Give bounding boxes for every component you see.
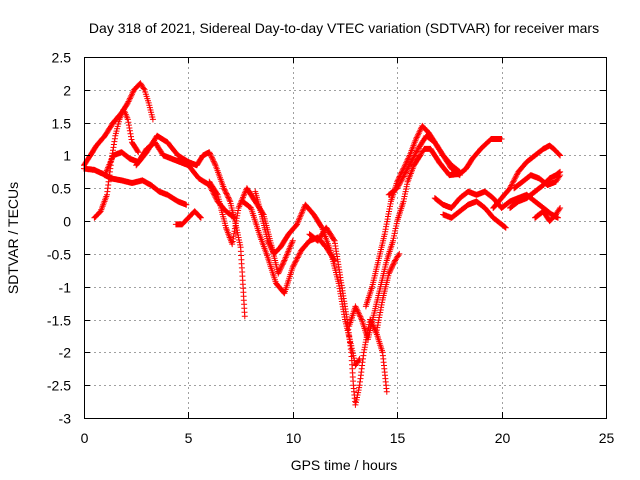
series-arc-15 — [431, 188, 561, 221]
y-tick-label: 1.5 — [52, 116, 72, 132]
y-tick-label: -1 — [59, 280, 72, 296]
series-arc-6 — [172, 208, 204, 228]
chart-title: Day 318 of 2021, Sidereal Day-to-day VTE… — [89, 20, 599, 36]
y-tick-labels: 2.5 2 1.5 1 0.5 0 -0.5 -1 -1.5 -2 -2.5 -3 — [47, 50, 71, 427]
axis-ticks — [84, 57, 607, 419]
x-tick-label: 5 — [185, 430, 193, 446]
data-point-marks — [507, 168, 564, 211]
y-tick-label: 0.5 — [52, 181, 72, 197]
x-tick-label: 10 — [286, 430, 302, 446]
y-tick-label: 0 — [63, 214, 71, 230]
y-tick-label: 1 — [63, 148, 71, 164]
data-point-marks — [385, 132, 463, 198]
series-arc-19 — [507, 168, 564, 211]
x-tick-label: 15 — [390, 430, 406, 446]
y-tick-label: 2 — [63, 83, 71, 99]
y-tick-label: -2.5 — [47, 378, 71, 394]
series-arc-17 — [490, 142, 564, 211]
series-arc-8 — [239, 198, 338, 297]
data-point-marks — [346, 136, 505, 343]
data-points — [81, 80, 564, 408]
y-tick-label: 2.5 — [52, 50, 72, 66]
x-tick-label: 25 — [599, 430, 615, 446]
data-point-marks — [172, 208, 204, 228]
data-point-marks — [532, 205, 564, 225]
data-point-marks — [431, 188, 561, 221]
series-arc-16 — [440, 198, 509, 231]
plot-frame — [84, 57, 607, 419]
data-point-marks — [373, 250, 403, 336]
y-axis-label: SDTVAR / TECUs — [5, 182, 21, 294]
data-point-marks — [490, 142, 564, 211]
y-tick-label: -1.5 — [47, 313, 71, 329]
x-axis-label: GPS time / hours — [291, 457, 398, 473]
x-tick-label: 0 — [81, 430, 89, 446]
series-arc-20 — [532, 205, 564, 225]
y-tick-label: -0.5 — [47, 247, 71, 263]
y-tick-label: -2 — [59, 345, 72, 361]
series-arc-5 — [133, 132, 248, 320]
x-tick-label: 20 — [495, 430, 511, 446]
series-arc-11 — [346, 136, 505, 343]
series-arc-14 — [385, 132, 463, 198]
x-tick-labels: 0 5 10 15 20 25 — [81, 430, 615, 446]
series-arc-13 — [373, 250, 403, 336]
data-point-marks — [239, 198, 338, 297]
data-point-marks — [440, 198, 509, 231]
y-tick-label: -3 — [59, 411, 72, 427]
data-point-marks — [133, 132, 248, 320]
